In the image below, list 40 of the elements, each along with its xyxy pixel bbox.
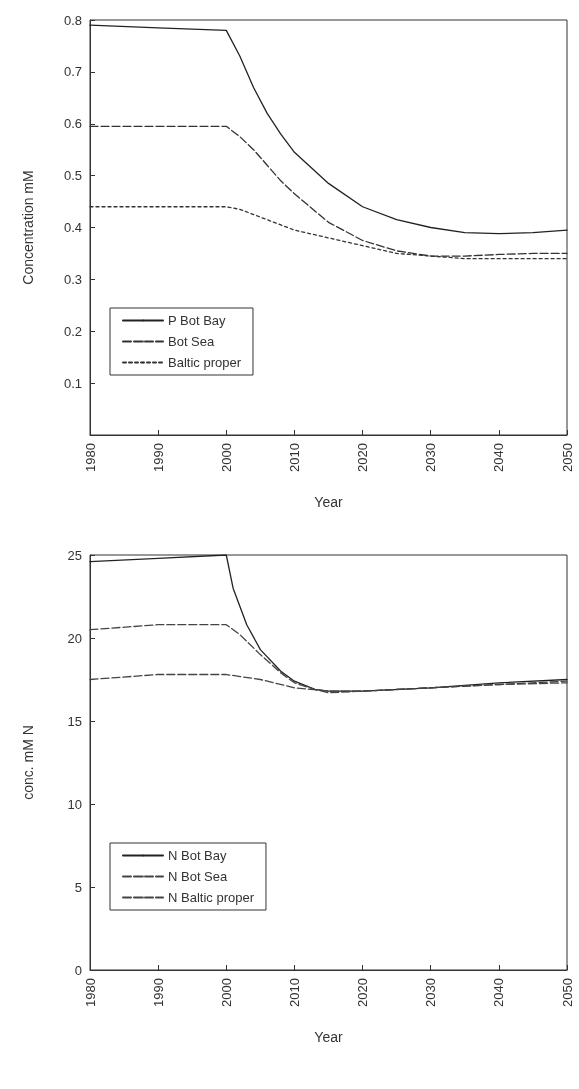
legend-label: Bot Sea [168,334,216,349]
x-tick-label: 2030 [423,443,439,472]
y-axis-title: Concentration mM [20,170,36,285]
y-tick-label: 25 [67,547,82,563]
y-tick-label: 0.1 [63,375,82,391]
x-tick-label: 2000 [218,443,234,472]
x-tick-label: 2000 [218,978,234,1007]
x-tick-label: 2010 [286,978,302,1007]
y-tick-label: 20 [67,630,82,646]
x-tick-label: 1980 [82,978,98,1007]
x-tick-label: 1980 [82,443,98,472]
legend-label: P Bot Bay [168,313,227,328]
x-tick-label: 1990 [150,978,166,1007]
x-tick-label: 2010 [286,443,302,472]
y-tick-label: 0 [74,962,82,978]
legend-label: Baltic proper [168,355,242,370]
y-tick-label: 0.2 [63,323,82,339]
y-tick-label: 0.6 [63,116,82,132]
x-axis-title: Year [314,1029,343,1045]
x-tick-label: 2050 [559,978,575,1007]
x-axis-title: Year [314,494,343,510]
y-tick-label: 5 [74,879,82,895]
legend-label: N Bot Sea [168,869,229,884]
legend-label: N Bot Bay [168,848,228,863]
y-axis-title: conc. mM N [20,725,36,800]
y-tick-label: 10 [67,796,82,812]
x-tick-label: 2050 [559,443,575,472]
x-tick-label: 2030 [423,978,439,1007]
x-tick-label: 2040 [491,978,507,1007]
y-tick-label: 0.4 [63,220,82,235]
y-tick-label: 0.5 [63,168,82,184]
y-tick-label: 0.7 [63,64,82,80]
x-tick-label: 2040 [491,443,507,472]
y-tick-label: 0.8 [63,12,82,28]
y-tick-label: 15 [67,713,82,729]
x-tick-label: 2020 [355,978,371,1007]
x-tick-label: 2020 [355,443,371,472]
legend-label: N Baltic proper [168,890,255,905]
x-tick-label: 1990 [150,443,166,472]
y-tick-label: 0.3 [63,271,82,287]
